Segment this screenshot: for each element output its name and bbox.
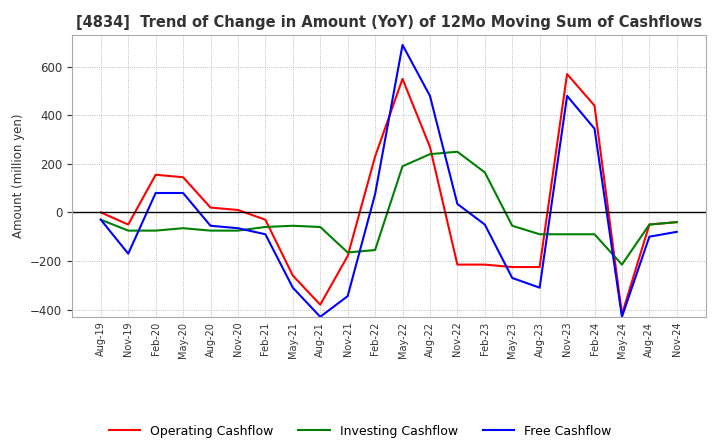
Operating Cashflow — [672, 220, 681, 225]
Free Cashflow — [536, 285, 544, 290]
Investing Cashflow — [371, 247, 379, 253]
Free Cashflow — [96, 217, 105, 222]
Legend: Operating Cashflow, Investing Cashflow, Free Cashflow: Operating Cashflow, Investing Cashflow, … — [104, 420, 616, 440]
Free Cashflow — [426, 93, 434, 99]
Free Cashflow — [124, 251, 132, 257]
Operating Cashflow — [233, 207, 242, 213]
Free Cashflow — [508, 275, 516, 281]
Operating Cashflow — [124, 222, 132, 227]
Free Cashflow — [563, 93, 572, 99]
Free Cashflow — [645, 234, 654, 239]
Operating Cashflow — [343, 253, 352, 259]
Investing Cashflow — [206, 228, 215, 233]
Operating Cashflow — [563, 71, 572, 77]
Y-axis label: Amount (million yen): Amount (million yen) — [12, 114, 24, 238]
Operating Cashflow — [96, 210, 105, 215]
Investing Cashflow — [398, 164, 407, 169]
Investing Cashflow — [453, 149, 462, 154]
Operating Cashflow — [398, 76, 407, 81]
Free Cashflow — [672, 229, 681, 235]
Line: Operating Cashflow: Operating Cashflow — [101, 74, 677, 314]
Investing Cashflow — [426, 151, 434, 157]
Operating Cashflow — [590, 103, 599, 108]
Operating Cashflow — [453, 262, 462, 267]
Operating Cashflow — [261, 217, 270, 222]
Investing Cashflow — [618, 262, 626, 267]
Operating Cashflow — [618, 312, 626, 317]
Free Cashflow — [590, 126, 599, 131]
Free Cashflow — [398, 42, 407, 48]
Free Cashflow — [179, 191, 187, 196]
Investing Cashflow — [672, 220, 681, 225]
Free Cashflow — [206, 223, 215, 228]
Investing Cashflow — [233, 228, 242, 233]
Operating Cashflow — [536, 264, 544, 270]
Operating Cashflow — [289, 273, 297, 278]
Operating Cashflow — [151, 172, 160, 177]
Operating Cashflow — [480, 262, 489, 267]
Free Cashflow — [151, 191, 160, 196]
Free Cashflow — [480, 222, 489, 227]
Free Cashflow — [343, 293, 352, 299]
Operating Cashflow — [316, 302, 325, 307]
Investing Cashflow — [316, 224, 325, 230]
Free Cashflow — [618, 314, 626, 319]
Line: Free Cashflow: Free Cashflow — [101, 45, 677, 317]
Investing Cashflow — [590, 231, 599, 237]
Free Cashflow — [453, 201, 462, 206]
Title: [4834]  Trend of Change in Amount (YoY) of 12Mo Moving Sum of Cashflows: [4834] Trend of Change in Amount (YoY) o… — [76, 15, 702, 30]
Operating Cashflow — [206, 205, 215, 210]
Investing Cashflow — [343, 250, 352, 255]
Investing Cashflow — [508, 223, 516, 228]
Investing Cashflow — [563, 231, 572, 237]
Line: Investing Cashflow: Investing Cashflow — [101, 152, 677, 264]
Free Cashflow — [289, 285, 297, 290]
Operating Cashflow — [508, 264, 516, 270]
Operating Cashflow — [371, 154, 379, 159]
Free Cashflow — [371, 191, 379, 197]
Free Cashflow — [261, 231, 270, 237]
Investing Cashflow — [645, 222, 654, 227]
Investing Cashflow — [480, 170, 489, 175]
Investing Cashflow — [289, 223, 297, 228]
Free Cashflow — [316, 314, 325, 319]
Investing Cashflow — [261, 224, 270, 230]
Investing Cashflow — [124, 228, 132, 233]
Investing Cashflow — [151, 228, 160, 233]
Investing Cashflow — [536, 231, 544, 237]
Investing Cashflow — [179, 226, 187, 231]
Operating Cashflow — [426, 144, 434, 150]
Investing Cashflow — [96, 217, 105, 222]
Operating Cashflow — [179, 175, 187, 180]
Free Cashflow — [233, 226, 242, 231]
Operating Cashflow — [645, 222, 654, 227]
